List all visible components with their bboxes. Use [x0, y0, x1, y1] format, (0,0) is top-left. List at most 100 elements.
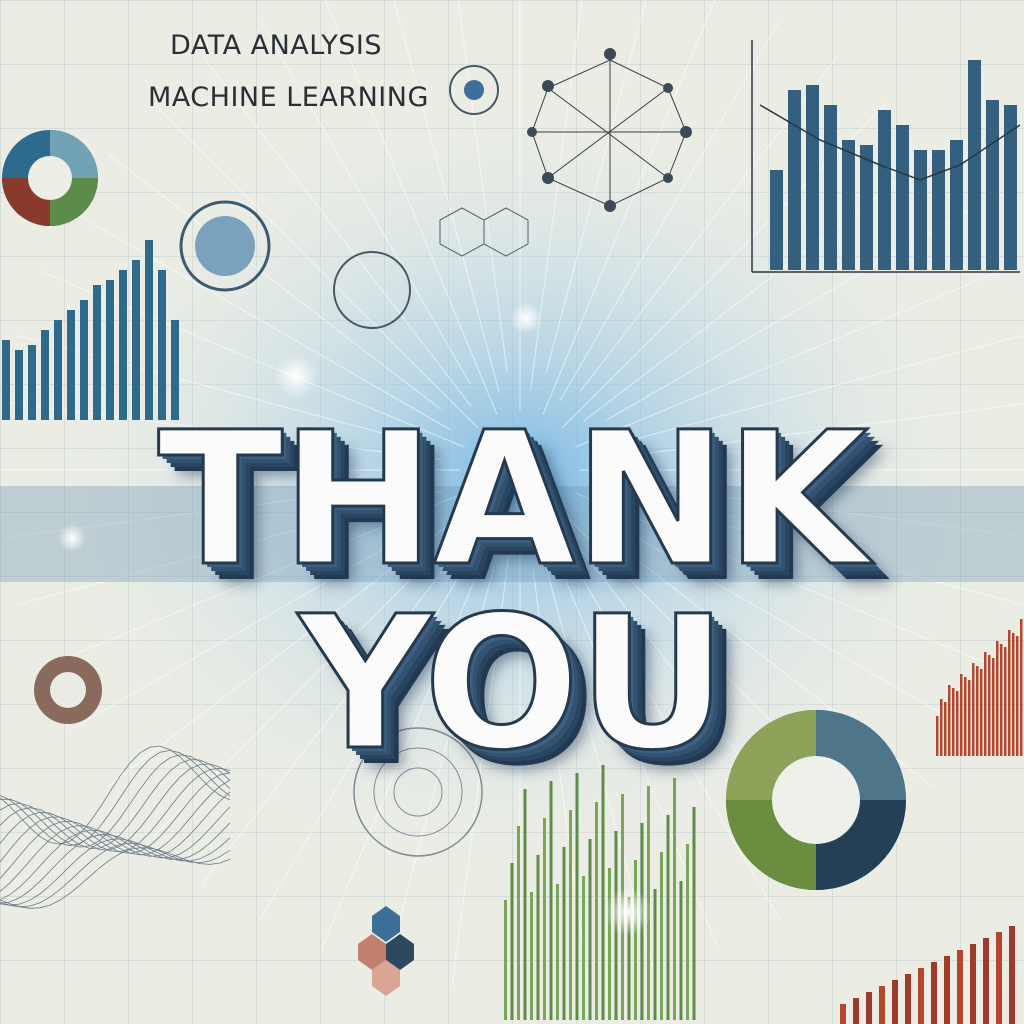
- bar: [905, 974, 911, 1024]
- bar: [158, 270, 166, 420]
- bar: [860, 145, 873, 270]
- sparkles: [58, 302, 652, 936]
- bar: [948, 685, 951, 756]
- bar: [914, 150, 927, 270]
- bar: [944, 956, 950, 1024]
- bar: [1000, 644, 1003, 756]
- bar: [601, 765, 605, 1020]
- bar: [132, 260, 140, 420]
- bar: [504, 900, 507, 1020]
- top-left-donut-chart: [2, 130, 98, 226]
- bar: [853, 998, 859, 1024]
- bar: [984, 652, 987, 756]
- bar: [824, 105, 837, 270]
- bar: [575, 773, 579, 1020]
- wave-mesh: [0, 745, 231, 909]
- bar: [932, 150, 945, 270]
- bar: [944, 702, 947, 756]
- bar: [15, 350, 23, 420]
- bar: [1009, 926, 1015, 1024]
- bar: [595, 802, 598, 1020]
- bar: [986, 100, 999, 270]
- bar: [523, 789, 527, 1020]
- bar: [1008, 630, 1011, 756]
- horizontal-band: [0, 486, 1024, 582]
- bar: [878, 110, 891, 270]
- bar: [653, 889, 657, 1020]
- bar: [866, 992, 872, 1024]
- bar: [840, 1004, 846, 1024]
- bar: [686, 844, 689, 1020]
- bar: [983, 938, 989, 1024]
- bar: [892, 980, 898, 1024]
- bar: [950, 140, 963, 270]
- bar: [980, 669, 983, 756]
- bar: [517, 826, 520, 1020]
- left-bar-chart: [2, 240, 179, 420]
- thank-you-headline: THANK YOU: [156, 393, 869, 791]
- red-bar-chart-right: [936, 619, 1023, 756]
- bar: [679, 881, 683, 1020]
- bar: [2, 340, 10, 420]
- bar: [106, 280, 114, 420]
- bar: [896, 125, 909, 270]
- bar: [770, 170, 783, 270]
- bar: [806, 85, 819, 270]
- bar: [556, 884, 559, 1020]
- bar: [145, 240, 153, 420]
- bar: [788, 90, 801, 270]
- bar: [1004, 105, 1017, 270]
- bar: [936, 716, 939, 756]
- bar: [67, 310, 75, 420]
- bar: [842, 140, 855, 270]
- bar: [530, 892, 533, 1020]
- circle-gauges: [34, 65, 499, 857]
- bar: [996, 932, 1002, 1024]
- bar: [976, 666, 979, 756]
- bar: [957, 950, 963, 1024]
- trend-line: [759, 104, 1021, 181]
- bar: [931, 962, 937, 1024]
- bar: [970, 944, 976, 1024]
- bar: [1020, 619, 1023, 756]
- bar: [968, 60, 981, 270]
- bar: [968, 680, 971, 756]
- bar: [666, 815, 670, 1020]
- bar: [608, 868, 611, 1020]
- bar: [536, 855, 540, 1020]
- bar: [1012, 633, 1015, 756]
- caption-data-analysis: DATA ANALYSIS: [170, 30, 382, 61]
- bar: [171, 320, 179, 420]
- bar: [54, 320, 62, 420]
- bar: [562, 847, 566, 1020]
- bar: [28, 345, 36, 420]
- hexagon-cluster: [439, 207, 529, 257]
- bar: [627, 897, 631, 1020]
- bar: [119, 270, 127, 420]
- bar: [918, 968, 924, 1024]
- red-bar-chart-bottom: [840, 926, 1015, 1024]
- bar: [960, 674, 963, 756]
- bar: [956, 691, 959, 756]
- bar: [549, 781, 553, 1020]
- bar: [543, 818, 546, 1020]
- bar: [93, 285, 101, 420]
- bar: [992, 658, 995, 756]
- bar: [1016, 636, 1019, 756]
- bar: [952, 688, 955, 756]
- bar: [660, 852, 663, 1020]
- bar: [673, 778, 676, 1020]
- bar: [569, 810, 572, 1020]
- bar: [692, 807, 696, 1020]
- bar: [972, 663, 975, 756]
- bar: [940, 699, 943, 756]
- bar: [879, 986, 885, 1024]
- bar: [582, 876, 585, 1020]
- bottom-hexagons: [358, 906, 414, 996]
- bar: [41, 330, 49, 420]
- bar: [988, 655, 991, 756]
- bar: [1004, 647, 1007, 756]
- bar: [996, 641, 999, 756]
